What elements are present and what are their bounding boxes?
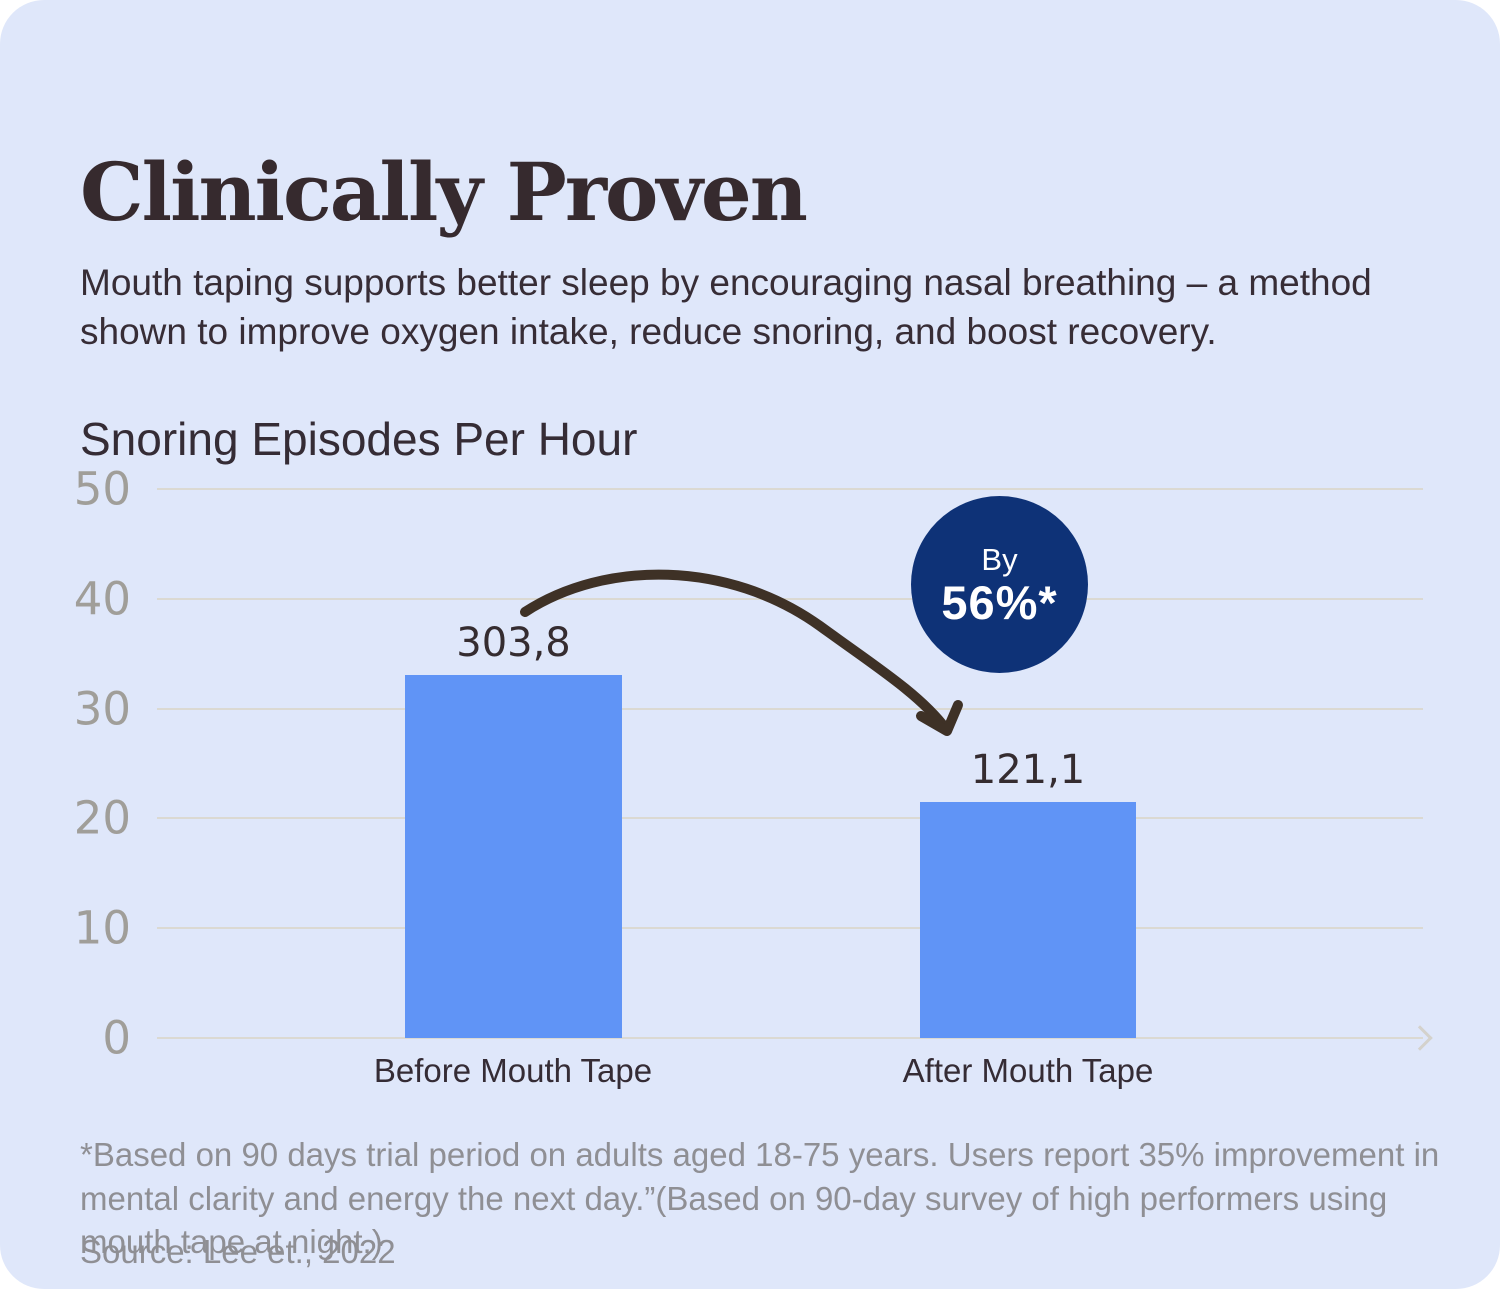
y-axis-tick-label: 10 <box>73 901 131 955</box>
category-label-after: After Mouth Tape <box>902 1052 1154 1089</box>
y-axis-tick-label: 0 <box>102 1011 131 1065</box>
gridline-50: 50 <box>74 467 1423 512</box>
bar-chart-plot-area: 0 10 20 30 40 50 303,8 121,1 Before Mout… <box>74 467 1433 1089</box>
category-label-before: Before Mouth Tape <box>373 1052 653 1089</box>
gridline-0: 0 <box>102 1016 1433 1061</box>
chart-title: Snoring Episodes Per Hour <box>80 413 638 466</box>
gridline-20: 20 <box>74 796 1423 841</box>
bar-before-mouth-tape: 303,8 <box>405 623 622 1038</box>
x-axis-arrow-icon <box>1407 1025 1433 1051</box>
page-title: Clinically Proven <box>80 144 808 239</box>
y-axis-tick-label: 50 <box>73 462 131 516</box>
badge-prefix: By <box>981 541 1018 577</box>
badge-value: 56%* <box>941 575 1058 629</box>
bar-after-mouth-tape: 121,1 <box>920 750 1136 1038</box>
bar-value-label: 121,1 <box>970 746 1086 793</box>
source-note: Source: Lee et., 2022 <box>80 1233 396 1270</box>
gridline-40: 40 <box>74 576 1423 621</box>
decrease-arrow-icon <box>520 569 963 736</box>
y-axis-tick-label: 40 <box>73 572 131 626</box>
gridline-10: 10 <box>74 906 1423 951</box>
reduction-badge: By 56%* <box>911 496 1088 673</box>
gridline-30: 30 <box>74 686 1423 731</box>
footnote: *Based on 90 days trial period on adults… <box>80 1136 1440 1261</box>
page-subtitle: Mouth taping supports better sleep by en… <box>80 262 1372 352</box>
y-axis-tick-label: 20 <box>73 791 131 845</box>
bar-value-label: 303,8 <box>456 619 571 666</box>
y-axis-tick-label: 30 <box>73 682 131 736</box>
